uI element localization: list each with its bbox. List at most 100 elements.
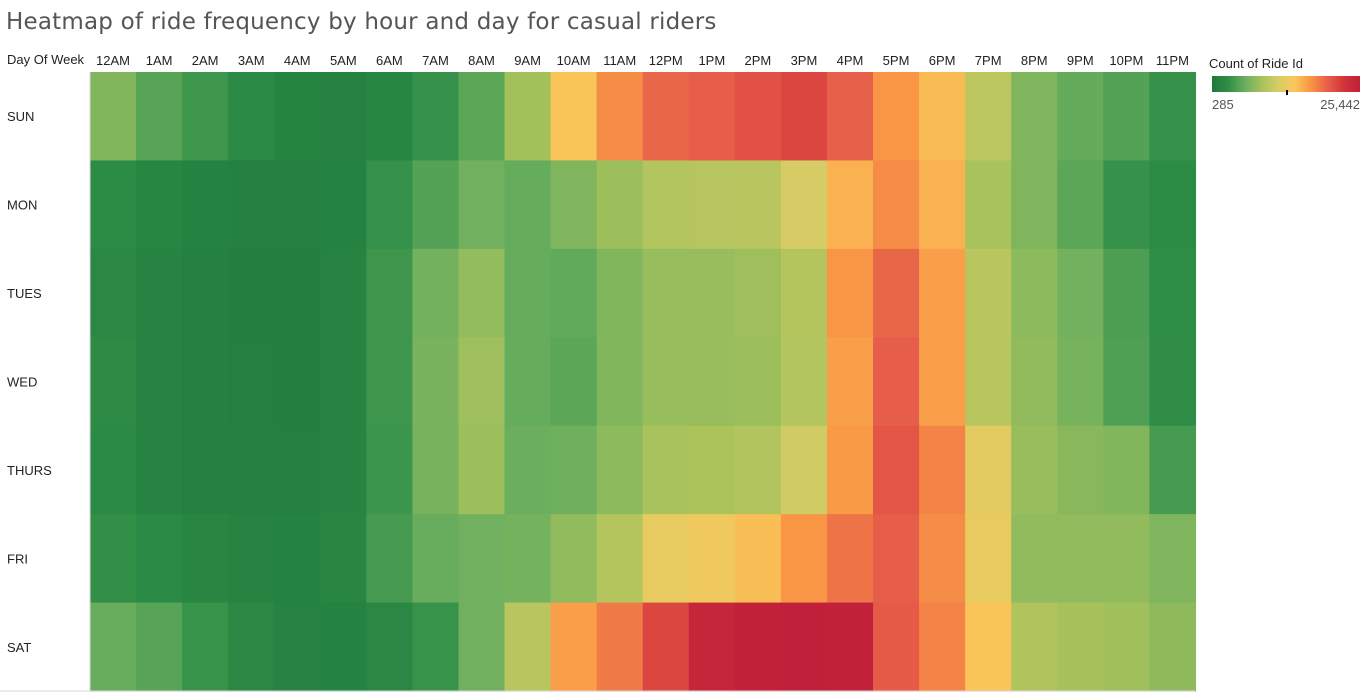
heatmap-cell-mon-4am[interactable] [274,160,321,250]
heatmap-cell-fri-4pm[interactable] [826,514,874,604]
heatmap-cell-thurs-5pm[interactable] [873,425,920,515]
heatmap-cell-sun-4pm[interactable] [826,72,874,162]
heatmap-cell-tues-9pm[interactable] [1057,248,1104,338]
heatmap-cell-tues-4pm[interactable] [826,248,874,338]
heatmap-cell-sun-8pm[interactable] [1011,72,1058,162]
heatmap-cell-sat-8am[interactable] [458,602,506,692]
heatmap-cell-sun-7pm[interactable] [965,72,1012,162]
heatmap-cell-sun-1am[interactable] [136,72,183,162]
heatmap-cell-sun-3pm[interactable] [780,72,828,162]
heatmap-cell-sun-4am[interactable] [274,72,321,162]
heatmap-cell-sat-7pm[interactable] [965,602,1012,692]
heatmap-cell-tues-2pm[interactable] [734,248,782,338]
heatmap-cell-sat-2am[interactable] [182,602,229,692]
heatmap-cell-thurs-6am[interactable] [366,425,414,515]
heatmap-cell-fri-12am[interactable] [90,514,137,604]
heatmap-cell-sat-2pm[interactable] [734,602,782,692]
heatmap-cell-mon-12pm[interactable] [642,160,690,250]
heatmap-cell-mon-3pm[interactable] [780,160,828,250]
heatmap-cell-thurs-12am[interactable] [90,425,137,515]
heatmap-cell-wed-12am[interactable] [90,337,137,427]
heatmap-cell-thurs-3pm[interactable] [780,425,828,515]
heatmap-cell-sun-10am[interactable] [550,72,598,162]
heatmap-cell-sat-4pm[interactable] [826,602,874,692]
heatmap-cell-mon-10am[interactable] [550,160,598,250]
heatmap-cell-thurs-11pm[interactable] [1149,425,1197,515]
heatmap-cell-sat-4am[interactable] [274,602,321,692]
heatmap-cell-wed-7pm[interactable] [965,337,1012,427]
heatmap-cell-wed-1pm[interactable] [688,337,736,427]
heatmap-cell-sat-6am[interactable] [366,602,414,692]
heatmap-cell-sun-12pm[interactable] [642,72,690,162]
heatmap-cell-fri-7am[interactable] [412,514,460,604]
heatmap-cell-sat-11am[interactable] [596,602,644,692]
heatmap-cell-tues-5am[interactable] [320,248,367,338]
heatmap-cell-wed-10pm[interactable] [1103,337,1150,427]
heatmap-cell-tues-5pm[interactable] [873,248,920,338]
heatmap-cell-fri-1am[interactable] [136,514,183,604]
heatmap-cell-mon-12am[interactable] [90,160,137,250]
heatmap-cell-mon-11am[interactable] [596,160,644,250]
heatmap-cell-thurs-8am[interactable] [458,425,506,515]
heatmap-cell-wed-11am[interactable] [596,337,644,427]
heatmap-cell-sun-6pm[interactable] [919,72,966,162]
heatmap-cell-wed-9am[interactable] [504,337,552,427]
heatmap-cell-sat-8pm[interactable] [1011,602,1058,692]
heatmap-cell-mon-7am[interactable] [412,160,460,250]
heatmap-cell-mon-9pm[interactable] [1057,160,1104,250]
heatmap-cell-fri-7pm[interactable] [965,514,1012,604]
heatmap-cell-sun-11am[interactable] [596,72,644,162]
heatmap-cell-mon-1am[interactable] [136,160,183,250]
heatmap-cell-mon-7pm[interactable] [965,160,1012,250]
heatmap-cell-sun-7am[interactable] [412,72,460,162]
heatmap-cell-sat-1pm[interactable] [688,602,736,692]
heatmap-cell-fri-8pm[interactable] [1011,514,1058,604]
heatmap-cell-thurs-8pm[interactable] [1011,425,1058,515]
heatmap-cell-wed-6am[interactable] [366,337,414,427]
heatmap-cell-thurs-4am[interactable] [274,425,321,515]
heatmap-cell-sat-10am[interactable] [550,602,598,692]
heatmap-cell-tues-1am[interactable] [136,248,183,338]
heatmap-cell-wed-12pm[interactable] [642,337,690,427]
heatmap-cell-mon-11pm[interactable] [1149,160,1197,250]
heatmap-cell-tues-1pm[interactable] [688,248,736,338]
heatmap-cell-sat-9pm[interactable] [1057,602,1104,692]
heatmap-cell-mon-2am[interactable] [182,160,229,250]
heatmap-cell-thurs-10pm[interactable] [1103,425,1150,515]
heatmap-cell-wed-5am[interactable] [320,337,367,427]
heatmap-cell-fri-10am[interactable] [550,514,598,604]
heatmap-cell-sat-5am[interactable] [320,602,367,692]
heatmap-cell-fri-11am[interactable] [596,514,644,604]
heatmap-cell-fri-8am[interactable] [458,514,506,604]
heatmap-cell-fri-3pm[interactable] [780,514,828,604]
heatmap-cell-mon-10pm[interactable] [1103,160,1150,250]
heatmap-cell-sat-7am[interactable] [412,602,460,692]
heatmap-cell-sat-9am[interactable] [504,602,552,692]
heatmap-cell-sat-10pm[interactable] [1103,602,1150,692]
heatmap-cell-thurs-7pm[interactable] [965,425,1012,515]
heatmap-cell-mon-8am[interactable] [458,160,506,250]
heatmap-cell-wed-10am[interactable] [550,337,598,427]
heatmap-cell-wed-5pm[interactable] [873,337,920,427]
heatmap-cell-fri-6am[interactable] [366,514,414,604]
heatmap-cell-wed-6pm[interactable] [919,337,966,427]
heatmap-cell-sun-1pm[interactable] [688,72,736,162]
heatmap-cell-fri-2pm[interactable] [734,514,782,604]
heatmap-cell-tues-4am[interactable] [274,248,321,338]
heatmap-cell-thurs-9am[interactable] [504,425,552,515]
heatmap-cell-mon-6pm[interactable] [919,160,966,250]
heatmap-cell-sun-6am[interactable] [366,72,414,162]
heatmap-cell-thurs-5am[interactable] [320,425,367,515]
heatmap-cell-thurs-6pm[interactable] [919,425,966,515]
heatmap-cell-thurs-9pm[interactable] [1057,425,1104,515]
heatmap-cell-tues-6am[interactable] [366,248,414,338]
heatmap-cell-tues-7pm[interactable] [965,248,1012,338]
heatmap-cell-wed-8am[interactable] [458,337,506,427]
heatmap-cell-fri-12pm[interactable] [642,514,690,604]
heatmap-cell-mon-6am[interactable] [366,160,414,250]
heatmap-cell-tues-2am[interactable] [182,248,229,338]
heatmap-cell-thurs-2pm[interactable] [734,425,782,515]
heatmap-cell-wed-3am[interactable] [228,337,275,427]
heatmap-cell-sat-12pm[interactable] [642,602,690,692]
heatmap-cell-tues-9am[interactable] [504,248,552,338]
